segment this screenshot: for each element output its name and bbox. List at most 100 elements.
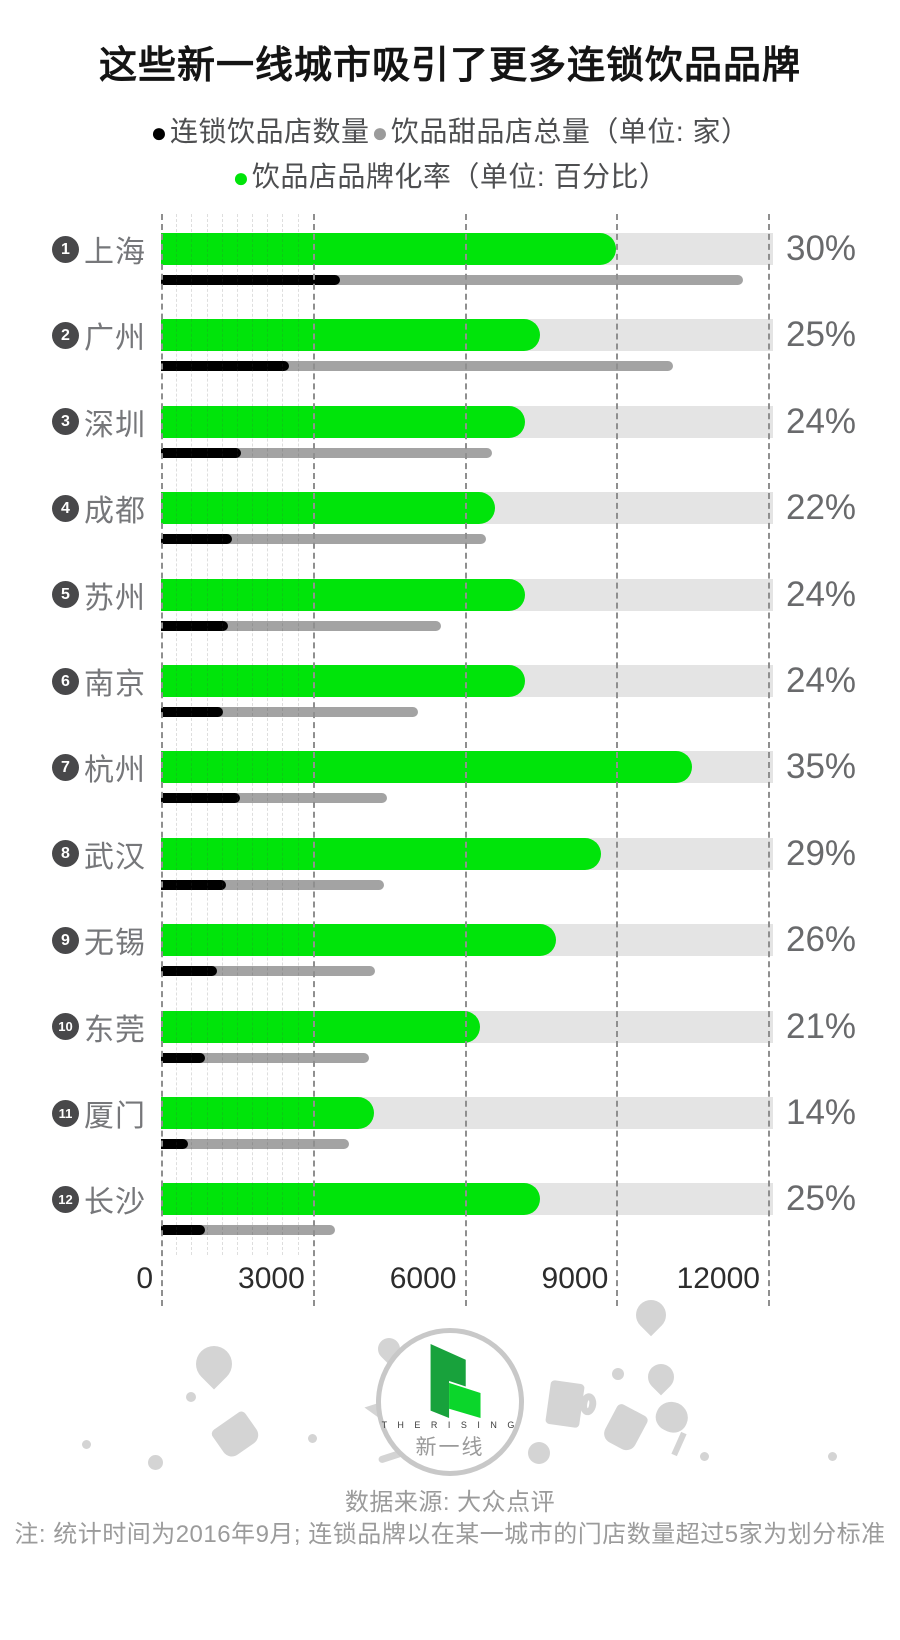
axis-tick-label: 9000 [541,1262,609,1295]
chain-stores-bar [161,361,289,372]
chain-stores-bar [161,447,242,458]
decor-dot-icon [148,1455,163,1470]
chain-stores-bar [161,275,340,285]
rank-badge: 7 [52,753,79,781]
minor-gridline [176,214,178,1255]
legend-label-rate: 饮品店品牌化率（单位: 百分比） [251,161,668,192]
legend-line-1: ●连锁饮品店数量●饮品甜品店总量（单位: 家） [0,110,900,150]
city-name: 上海 [84,236,146,269]
brand-rate-bar [161,319,541,352]
chain-stores-dot-icon: ● [150,117,168,148]
percent-label: 24% [786,401,857,441]
city-label: 2 广州 [0,319,146,355]
minor-gridline [206,214,208,1255]
decor-dot-icon [700,1452,709,1461]
chain-stores-bar [161,879,226,890]
major-gridline [616,214,619,1306]
percent-label: 30% [786,229,857,268]
total-stores-bar [161,361,674,372]
percent-label: 25% [786,315,857,355]
percent-label: 29% [786,833,857,873]
major-gridline [312,214,315,1306]
rank-badge: 12 [52,1185,79,1213]
total-stores-bar [161,1052,370,1063]
decor-cup-icon [209,1409,263,1461]
total-stores-bar [161,1139,350,1149]
total-stores-bar [161,966,375,977]
total-stores-bar [161,275,744,285]
rank-badge: 5 [52,581,79,609]
decor-droplet-icon [642,1358,680,1396]
total-stores-bar [161,707,418,717]
percent-label: 26% [786,920,857,960]
percent-label: 25% [786,1179,857,1219]
decor-dot-icon [612,1368,624,1380]
axis-tick-label: 0 [136,1262,153,1295]
city-name: 深圳 [84,408,146,442]
brand-rate-bar [161,492,495,525]
percent-label: 21% [786,1006,857,1046]
brand-rate-dot-icon: ● [232,162,250,193]
brand-rate-bar [161,751,693,784]
city-name: 苏州 [84,581,146,615]
brand-rate-bar [161,1097,374,1129]
decor-wine-stem [671,1431,687,1457]
city-label: 3 深圳 [0,406,146,442]
chain-stores-bar [161,707,224,717]
axis-tick-label: 12000 [676,1262,760,1295]
legend-line-2: ●饮品店品牌化率（单位: 百分比） [0,155,900,195]
brand-rate-bar [161,924,556,957]
percent-label: 24% [786,574,857,614]
decor-dot-icon [828,1452,837,1461]
city-label: 11 厦门 [0,1097,146,1133]
rank-badge: 10 [52,1013,79,1041]
major-gridline [161,214,163,1306]
decor-wine-glass-icon [651,1396,693,1438]
city-label: 8 武汉 [0,838,146,874]
brand-rate-bar [161,1183,541,1216]
the-rising-logo: T H E R I S I N G 新一线 [376,1328,524,1476]
decor-dot-icon [308,1434,317,1443]
minor-gridline [221,214,223,1255]
city-label: 4 成都 [0,492,146,528]
brand-rate-bar [161,837,602,870]
city-label: 1 上海 [0,233,146,269]
axis-tick-label: 6000 [389,1262,457,1295]
percent-label: 14% [786,1093,857,1132]
major-gridline [768,214,770,1306]
minor-gridline [267,214,269,1255]
decor-dot-icon [186,1392,196,1402]
rank-badge: 2 [52,321,79,349]
total-stores-bar [161,1225,335,1236]
decor-droplet-icon [188,1338,240,1390]
city-name: 广州 [84,322,146,356]
percent-label: 24% [786,661,857,700]
percent-label: 22% [786,488,857,528]
footnote: 注: 统计时间为2016年9月; 连锁品牌以在某一城市的门店数量超过5家为划分标… [14,1521,886,1548]
total-stores-bar [161,793,388,804]
axis-tick-label: 3000 [238,1262,305,1295]
city-name: 长沙 [84,1186,146,1220]
minor-gridline [236,214,238,1255]
decor-dot-icon [82,1440,91,1449]
chain-stores-bar [161,620,228,631]
decor-dot-icon [528,1442,550,1464]
logo-text-zh: 新一线 [415,1435,485,1459]
chain-stores-bar [161,1139,189,1149]
total-stores-bar [161,879,384,890]
page-title: 这些新一线城市吸引了更多连锁饮品品牌 [98,45,801,87]
brand-rate-bar [161,233,617,265]
decor-droplet-icon [629,1293,673,1337]
percent-label: 35% [786,747,857,787]
chain-stores-bar [161,793,241,804]
city-name: 杭州 [84,754,146,788]
city-name: 厦门 [84,1100,146,1133]
rank-badge: 3 [52,408,79,436]
minor-gridline [191,214,193,1255]
logo-text-en: T H E R I S I N G [381,1419,519,1430]
data-source: 数据来源: 大众点评 [344,1489,556,1516]
chain-stores-bar [161,966,217,977]
city-name: 东莞 [84,1013,146,1047]
brand-rate-bar [161,405,526,438]
